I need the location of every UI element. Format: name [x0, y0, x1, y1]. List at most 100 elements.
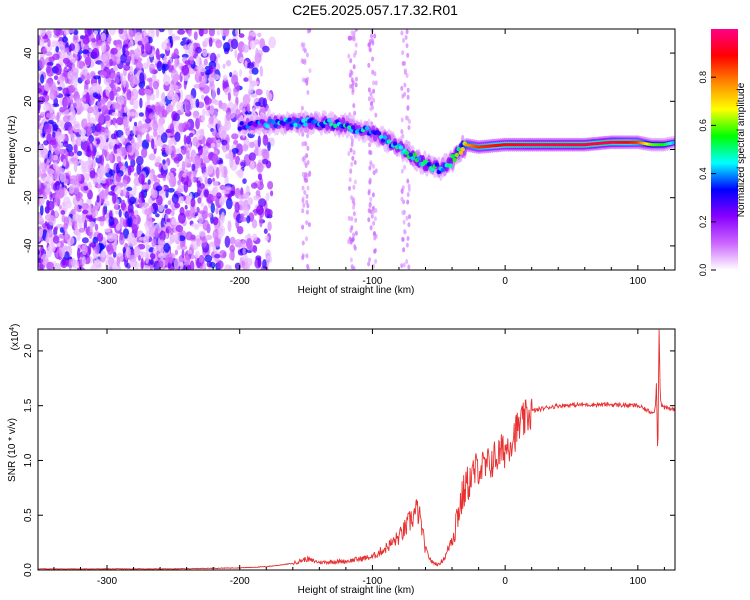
ridge-mark [408, 152, 414, 158]
ridge-mark [364, 126, 370, 131]
noise-streak [349, 58, 353, 64]
noise-blob [184, 48, 189, 54]
noise-blob [196, 186, 203, 194]
ridge-mark [237, 126, 242, 131]
ridge-mark [460, 147, 465, 152]
noise-blob [225, 143, 230, 151]
noise-blob [70, 257, 76, 267]
noise-blob [93, 75, 101, 80]
noise-streak [305, 236, 308, 242]
noise-blob [245, 185, 250, 197]
noise-blob [172, 119, 180, 129]
y-tick-label: 0.5 [23, 508, 34, 522]
noise-blob [112, 251, 117, 258]
noise-blob [252, 245, 258, 253]
noise-blob [205, 109, 211, 117]
noise-blob [165, 189, 169, 198]
noise-blob [127, 165, 132, 176]
noise-blob [166, 104, 174, 113]
noise-blob [88, 135, 95, 143]
noise-blob [186, 150, 190, 159]
colorbar-tick-label: 0.0 [698, 264, 708, 277]
noise-streak [402, 38, 405, 43]
spectrogram-heatmap [38, 29, 675, 270]
noise-blob [162, 159, 166, 165]
noise-blob [150, 30, 155, 39]
noise-streak [374, 208, 378, 213]
noise-blob [225, 197, 233, 210]
noise-streak [302, 202, 306, 208]
snr-x-label: Height of straight line (km) [298, 585, 415, 596]
noise-blob [137, 40, 143, 46]
noise-blob [251, 182, 258, 189]
noise-blob [158, 29, 165, 33]
noise-blob [43, 103, 50, 112]
noise-blob [114, 210, 120, 215]
noise-blob [184, 204, 188, 210]
noise-blob [266, 92, 273, 101]
noise-blob [148, 153, 156, 161]
noise-blob [140, 251, 147, 258]
noise-blob [145, 106, 150, 119]
noise-streak [369, 91, 373, 97]
noise-blob [172, 234, 178, 241]
noise-blob [101, 148, 106, 156]
noise-blob [123, 64, 131, 71]
noise-blob [115, 173, 122, 183]
noise-streak [352, 211, 356, 217]
noise-blob [259, 215, 263, 228]
noise-blob [85, 148, 92, 157]
noise-streak [367, 87, 371, 93]
noise-streak [400, 30, 404, 36]
noise-streak [350, 216, 354, 222]
noise-blob [139, 97, 143, 109]
noise-blob [123, 186, 127, 197]
noise-blob [38, 96, 45, 105]
noise-streak [406, 87, 410, 93]
ridge-mark [450, 154, 455, 159]
noise-blob [169, 229, 174, 235]
noise-blob [108, 216, 115, 227]
ridge-mark [265, 124, 270, 129]
snr-y-axis: 0.0 0.5 1.0 1.5 2.0 [23, 344, 675, 577]
noise-blob [49, 153, 54, 162]
noise-blob [49, 139, 57, 146]
noise-streak [300, 58, 304, 64]
noise-streak [347, 239, 351, 245]
noise-blob [78, 128, 87, 136]
noise-streak [349, 83, 353, 89]
noise-streak [347, 215, 351, 221]
noise-blob [46, 261, 54, 270]
noise-streak [369, 106, 373, 112]
noise-blob [150, 187, 156, 198]
noise-blob [145, 215, 153, 226]
noise-blob [63, 245, 68, 251]
noise-blob [187, 249, 192, 255]
noise-blob [174, 202, 181, 209]
noise-blob [48, 142, 52, 153]
noise-blob [131, 53, 135, 65]
noise-blob [129, 196, 137, 205]
noise-blob [233, 139, 239, 145]
noise-blob [191, 156, 196, 164]
noise-blob [183, 254, 190, 266]
noise-blob [207, 137, 214, 144]
noise-blob [259, 65, 263, 77]
noise-blob [91, 47, 100, 59]
x-tick-label: -200 [230, 276, 250, 287]
noise-blob [195, 156, 201, 169]
snr-x-axis: -300 -200 -100 0 100 [53, 329, 665, 587]
noise-blob [38, 179, 42, 189]
noise-streak [407, 125, 411, 131]
noise-blob [171, 69, 179, 82]
noise-blob [115, 223, 121, 231]
noise-blob [82, 35, 90, 45]
noise-streak [402, 219, 406, 225]
noise-blob [127, 203, 134, 214]
noise-blob [182, 75, 189, 82]
noise-blob [161, 92, 166, 103]
noise-blob [91, 37, 97, 43]
noise-blob [132, 99, 139, 110]
colorbar-tick-label: 0.8 [698, 71, 708, 84]
